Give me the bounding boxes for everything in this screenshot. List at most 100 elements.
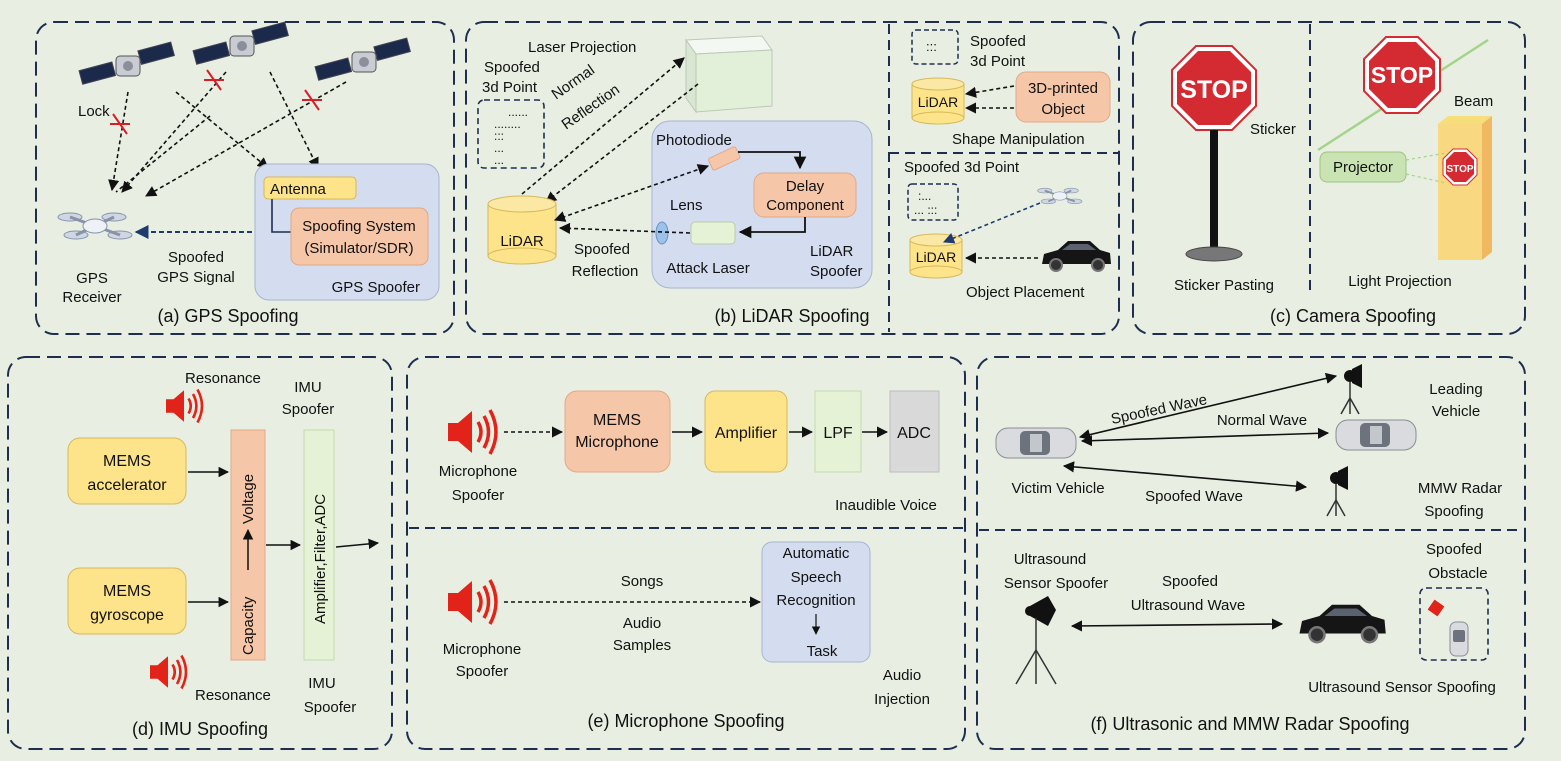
object-placement-label: Object Placement	[966, 284, 1085, 301]
caption-imu: (d) IMU Spoofing	[132, 719, 268, 739]
mic-spoofer-label: Spoofer	[456, 663, 509, 680]
capacity-label: Capacity	[240, 596, 257, 655]
ultrasound-wave-label: Spoofed	[1162, 573, 1218, 590]
ultrasound-spoofing-label: Ultrasound Sensor Spoofing	[1308, 679, 1496, 696]
lpf-box	[814, 390, 862, 473]
spoofing-system-label: Spoofing System	[302, 218, 415, 235]
obstacle-marker-icon	[1427, 599, 1445, 617]
caption-microphone: (e) Microphone Spoofing	[587, 711, 784, 731]
asr-label: Recognition	[776, 592, 855, 609]
drone-icon	[56, 211, 134, 241]
normal-wave-label: Normal Wave	[1217, 412, 1307, 429]
spoofed-point-label: Spoofed	[484, 59, 540, 76]
shape-manipulation-label: Shape Manipulation	[952, 131, 1085, 148]
delay-component-label: Component	[766, 197, 844, 214]
victim-vehicle-icon	[995, 427, 1077, 459]
audio-injection-label: Injection	[874, 691, 930, 708]
lidar-sensor: LiDAR	[911, 77, 965, 125]
amplifier-label: Amplifier	[715, 425, 778, 442]
adc-label: ADC	[897, 425, 931, 442]
sign-base	[1185, 246, 1243, 262]
photodiode-label: Photodiode	[656, 132, 732, 149]
svg-text::...: :...	[918, 189, 931, 203]
imu-spoofer-label: Spoofer	[282, 401, 335, 418]
car-icon	[1041, 240, 1112, 272]
lens-label: Lens	[670, 197, 703, 214]
audio-injection-label: Audio	[883, 667, 921, 684]
spoofed-obstacle-label: Obstacle	[1428, 565, 1487, 582]
attack-laser-icon	[690, 221, 736, 245]
spoofed-obstacle-label: Spoofed	[1426, 541, 1482, 558]
amplifier-filter-adc-box	[303, 429, 335, 661]
attack-laser-label: Attack Laser	[666, 260, 749, 277]
mems-microphone-label: MEMS	[593, 412, 641, 429]
spoofed-wave-label: Spoofed Wave	[1109, 391, 1208, 428]
mems-gyroscope-label: MEMS	[103, 583, 151, 600]
mems-accelerator-label: accelerator	[87, 477, 167, 494]
satellite-icon	[314, 37, 411, 81]
caption-lidar: (b) LiDAR Spoofing	[714, 306, 869, 326]
stop-sign-icon: STOP	[1363, 36, 1441, 114]
lock-label: Lock	[78, 103, 110, 120]
mic-spoofer-label: Microphone	[443, 641, 521, 658]
satellite-icon	[78, 41, 175, 85]
radar-spoofer-icon	[1326, 465, 1349, 517]
spoofed-reflection-label: Spoofed	[574, 241, 630, 258]
sign-pole	[1210, 130, 1218, 250]
spoofed-signal-label: GPS Signal	[157, 269, 235, 286]
svg-text::::: :::	[926, 39, 937, 54]
obstacle-box	[1419, 587, 1489, 661]
caption-radar: (f) Ultrasonic and MMW Radar Spoofing	[1090, 714, 1409, 734]
shape-point-label: 3d Point	[970, 53, 1026, 70]
projector-box	[1319, 151, 1407, 183]
songs-label: Songs	[621, 573, 664, 590]
leading-vehicle-label: Vehicle	[1432, 403, 1480, 420]
blocked-cross-icon	[301, 89, 323, 111]
laser-projection-label: Laser Projection	[528, 39, 636, 56]
shape-point-label: Spoofed	[970, 33, 1026, 50]
resonance-label: Resonance	[195, 687, 271, 704]
photodiode-icon	[708, 146, 741, 171]
mems-accelerator-label: MEMS	[103, 453, 151, 470]
drone-icon	[1036, 187, 1083, 205]
svg-text:......: ......	[508, 105, 528, 119]
spoofing-system-label: (Simulator/SDR)	[304, 240, 413, 257]
voltage-label: Voltage	[240, 474, 257, 524]
delay-component-label: Delay	[786, 178, 825, 195]
blocked-cross-icon	[203, 69, 225, 91]
speaker-icon	[446, 578, 498, 626]
spoofed-signal-label: Spoofed	[168, 249, 224, 266]
mems-accelerator-box	[67, 437, 187, 505]
antenna-label: Antenna	[270, 181, 327, 198]
panel-microphone: Microphone Spoofer MEMS Microphone Ampli…	[406, 356, 966, 750]
speaker-icon	[164, 388, 204, 424]
ultrasound-spoofer-label: Sensor Spoofer	[1004, 575, 1108, 592]
speaker-icon	[446, 408, 498, 456]
svg-text:...: ...	[494, 141, 504, 155]
light-projection-label: Light Projection	[1348, 273, 1451, 290]
svg-text:STOP: STOP	[1180, 76, 1248, 104]
lpf-label: LPF	[823, 425, 853, 442]
mic-spoofer-label: Microphone	[439, 463, 517, 480]
projected-stop-icon: STOP	[1442, 148, 1478, 186]
svg-text:........: ........	[494, 117, 521, 131]
svg-text:STOP: STOP	[1446, 164, 1473, 175]
lidar-spoofer-label: LiDAR	[810, 243, 854, 260]
inaudible-voice-label: Inaudible Voice	[835, 497, 937, 514]
svg-text:LiDAR: LiDAR	[918, 94, 958, 110]
asr-box	[761, 541, 871, 663]
lidar-spoofer-label: Spoofer	[810, 263, 863, 280]
point-cloud-dots: ...... ........ ::: ... ...	[494, 105, 528, 167]
gps-spoofer-label: GPS Spoofer	[332, 279, 420, 296]
sticker-label: Sticker	[1250, 121, 1296, 138]
asr-label: Automatic	[783, 545, 850, 562]
point-cloud-box	[911, 29, 959, 65]
caption-gps: (a) GPS Spoofing	[157, 306, 298, 326]
audio-samples-label: Samples	[613, 637, 671, 654]
svg-text:LiDAR: LiDAR	[916, 249, 956, 265]
imu-spoofer-label: Spoofer	[304, 699, 357, 716]
lidar-sensor: LiDAR	[487, 195, 557, 265]
resonance-label: Resonance	[185, 370, 261, 387]
amplifier-box	[704, 390, 788, 473]
